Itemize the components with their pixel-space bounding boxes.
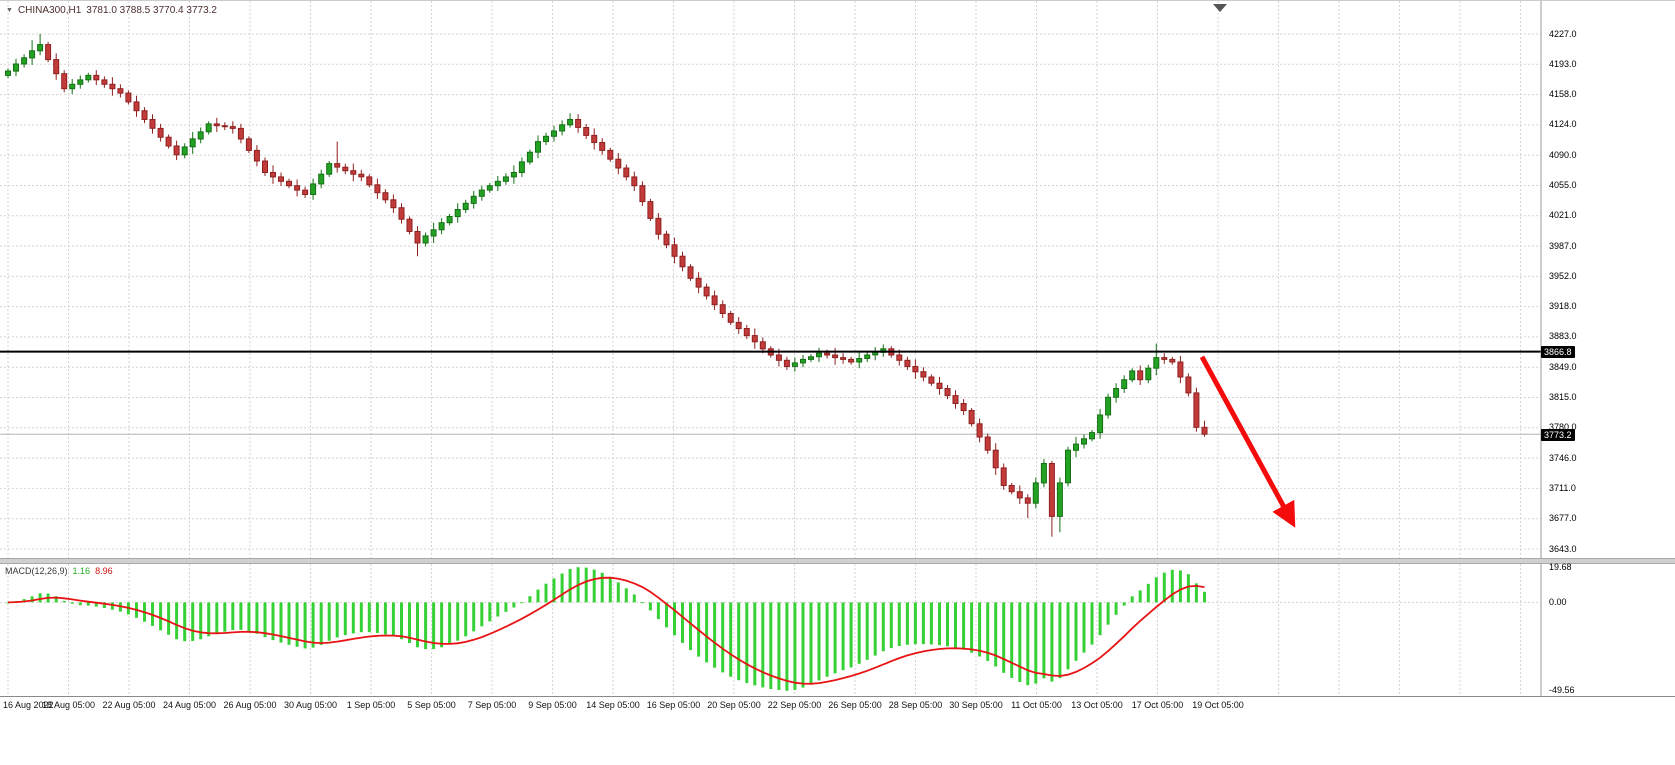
symbol-title: CHINA300,H1 bbox=[17, 5, 82, 16]
price-axis-label: 4021.0 bbox=[1549, 210, 1577, 221]
time-axis-label: 30 Sep 05:00 bbox=[949, 700, 1003, 710]
price-axis-label: 4227.0 bbox=[1549, 28, 1577, 39]
time-axis-label: 16 Aug 2022 bbox=[3, 700, 54, 710]
price-axis-label: 3883.0 bbox=[1549, 331, 1577, 342]
symbol-dropdown-icon[interactable]: ▼ bbox=[6, 7, 13, 14]
time-axis-label: 7 Sep 05:00 bbox=[467, 700, 517, 710]
macd-signal-line bbox=[7, 576, 1205, 685]
time-axis-label: 1 Sep 05:00 bbox=[346, 700, 396, 710]
price-axis[interactable]: 3866.8 3773.2 4227.0 4193.0 4158.0 4124.0 40… bbox=[1541, 1, 1675, 696]
time-axis-label: 16 Sep 05:00 bbox=[646, 700, 701, 710]
time-axis-label: 22 Aug 05:00 bbox=[102, 700, 156, 710]
candles bbox=[5, 34, 1208, 537]
macd-axis-label: 0.00 bbox=[1549, 596, 1567, 607]
macd-indicator-label: MACD(12,26,9) 1.16 8.96 bbox=[5, 566, 113, 576]
price-axis-label: 4090.0 bbox=[1549, 149, 1577, 160]
current-price-badge: 3773.2 bbox=[1541, 429, 1575, 442]
price-axis-label: 3952.0 bbox=[1549, 270, 1577, 281]
price-axis-label: 3780.0 bbox=[1549, 422, 1577, 433]
time-axis-label: 26 Sep 05:00 bbox=[828, 700, 882, 710]
macd-signal-value: 8.96 bbox=[95, 566, 113, 576]
macd-name: MACD(12,26,9) bbox=[5, 566, 68, 576]
time-axis-label: 5 Sep 05:00 bbox=[407, 700, 456, 710]
time-axis-label: 26 Aug 05:00 bbox=[223, 700, 277, 710]
price-axis-label: 3677.0 bbox=[1549, 513, 1577, 524]
time-axis-label: 24 Aug 05:00 bbox=[162, 700, 217, 710]
time-axis-label: 28 Sep 05:00 bbox=[888, 700, 943, 710]
price-axis-label: 3643.0 bbox=[1549, 543, 1577, 554]
time-axis-label: 20 Sep 05:00 bbox=[707, 700, 761, 710]
price-axis-label: 3987.0 bbox=[1549, 240, 1577, 251]
price-axis-label: 3918.0 bbox=[1549, 301, 1577, 312]
price-axis-label: 4158.0 bbox=[1549, 89, 1577, 100]
time-axis-label: 13 Oct 05:00 bbox=[1071, 700, 1123, 710]
macd-axis-label: -49.56 bbox=[1549, 685, 1575, 696]
price-line-badge: 3866.8 bbox=[1541, 345, 1575, 358]
macd-value: 1.16 bbox=[72, 566, 91, 576]
time-axis[interactable]: 16 Aug 2022 18 Aug 05:00 22 Aug 05:00 24 Au… bbox=[0, 696, 1675, 715]
time-axis-label: 9 Sep 05:00 bbox=[528, 700, 577, 710]
chart-shift-marker[interactable] bbox=[1213, 4, 1227, 12]
ohlc-values: 3781.0 3788.5 3770.4 3773.2 bbox=[86, 5, 217, 16]
price-axis-label: 3849.0 bbox=[1549, 361, 1577, 372]
time-axis-label: 30 Aug 05:00 bbox=[283, 700, 338, 710]
time-axis-label: 17 Oct 05:00 bbox=[1131, 700, 1184, 710]
time-axis-label: 22 Sep 05:00 bbox=[767, 700, 822, 710]
price-axis-label: 4055.0 bbox=[1549, 179, 1577, 190]
price-axis-label: 3711.0 bbox=[1549, 482, 1576, 493]
price-axis-label: 3746.0 bbox=[1549, 452, 1577, 463]
macd-pane[interactable] bbox=[0, 564, 1675, 696]
price-axis-label: 4193.0 bbox=[1549, 58, 1577, 69]
price-axis-label: 4124.0 bbox=[1549, 119, 1577, 130]
time-axis-label: 11 Oct 05:00 bbox=[1011, 700, 1062, 710]
macd-axis-label: 19.68 bbox=[1549, 561, 1572, 572]
pane-splitter[interactable] bbox=[0, 558, 1675, 564]
price-axis-label: 3815.0 bbox=[1549, 392, 1577, 403]
chart-header: ▼ CHINA300,H1 3781.0 3788.5 3770.4 3773.… bbox=[6, 5, 217, 16]
price-chart[interactable] bbox=[0, 1, 1675, 558]
time-axis-label: 14 Sep 05:00 bbox=[586, 700, 640, 710]
arrow-annotation[interactable] bbox=[1199, 355, 1296, 528]
time-axis-label: 19 Oct 05:00 bbox=[1192, 700, 1244, 710]
time-axis-label: 18 Aug 05:00 bbox=[41, 700, 96, 710]
